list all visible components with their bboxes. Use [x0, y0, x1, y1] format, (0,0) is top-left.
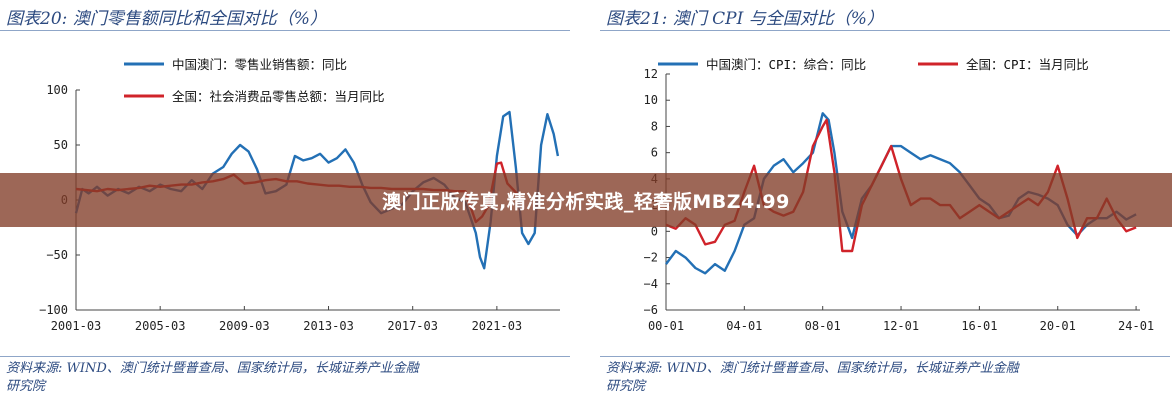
source-note: 资料来源: WIND、澳门统计暨普查局、国家统计局，长城证券产业金融 研究院 [6, 360, 566, 396]
y-tick-label: −2 [644, 251, 658, 265]
x-tick-label: 2009-03 [219, 319, 270, 333]
x-tick-label: 2001-03 [51, 319, 102, 333]
source-rule [0, 356, 570, 357]
x-tick-label: 04-01 [726, 319, 762, 333]
x-tick-label: 2017-03 [387, 319, 438, 333]
y-tick-label: 10 [644, 93, 658, 107]
source-line-2: 研究院 [6, 379, 46, 394]
y-tick-label: −100 [39, 303, 68, 317]
source-rule [600, 356, 1170, 357]
x-tick-label: 2021-03 [472, 319, 523, 333]
y-tick-label: 50 [54, 138, 68, 152]
source-line-1: 资料来源: WIND、澳门统计暨普查局、国家统计局，长城证券产业金融 [606, 361, 1019, 376]
legend-label-0: 中国澳门：CPI：综合：同比 [706, 57, 866, 72]
y-tick-label: 12 [644, 67, 658, 81]
x-tick-label: 00-01 [648, 319, 684, 333]
chart-panel-retail: 图表20: 澳门零售额同比和全国对比（%） 100500−50−1002001-… [0, 0, 570, 400]
source-line-1: 资料来源: WIND、澳门统计暨普查局、国家统计局，长城证券产业金融 [6, 361, 419, 376]
x-tick-label: 08-01 [805, 319, 841, 333]
source-line-2: 研究院 [606, 379, 646, 394]
title-rule [0, 30, 570, 31]
legend-label-0: 中国澳门：零售业销售额：同比 [172, 57, 347, 72]
x-tick-label: 2005-03 [135, 319, 186, 333]
chart-title: 图表21: 澳门 CPI 与全国对比（%） [606, 9, 884, 29]
chart-title: 图表20: 澳门零售额同比和全国对比（%） [6, 9, 327, 29]
x-tick-label: 2013-03 [303, 319, 354, 333]
y-tick-label: 100 [46, 83, 68, 97]
overlay-banner: 澳门正版传真,精准分析实践_轻奢版MBZ4.99 [0, 173, 1172, 227]
y-tick-label: −4 [644, 277, 658, 291]
y-tick-label: 8 [651, 119, 658, 133]
title-rule [600, 30, 1170, 31]
legend-label-1: 全国：CPI：当月同比 [966, 57, 1089, 72]
source-note: 资料来源: WIND、澳门统计暨普查局、国家统计局，长城证券产业金融 研究院 [606, 360, 1166, 396]
chart-panel-cpi: 图表21: 澳门 CPI 与全国对比（%） 121086420−2−4−600-… [600, 0, 1170, 400]
x-tick-label: 12-01 [883, 319, 919, 333]
y-tick-label: 6 [651, 146, 658, 160]
banner-text: 澳门正版传真,精准分析实践_轻奢版MBZ4.99 [382, 190, 790, 213]
y-tick-label: −6 [644, 303, 658, 317]
x-tick-label: 24-01 [1118, 319, 1154, 333]
x-tick-label: 16-01 [961, 319, 997, 333]
y-tick-label: −50 [46, 248, 68, 262]
cpi-line-chart: 121086420−2−4−600-0104-0108-0112-0116-01… [644, 57, 1155, 333]
x-tick-label: 20-01 [1040, 319, 1076, 333]
y-tick-label: 0 [651, 224, 658, 238]
legend-label-1: 全国：社会消费品零售总额：当月同比 [172, 89, 385, 104]
